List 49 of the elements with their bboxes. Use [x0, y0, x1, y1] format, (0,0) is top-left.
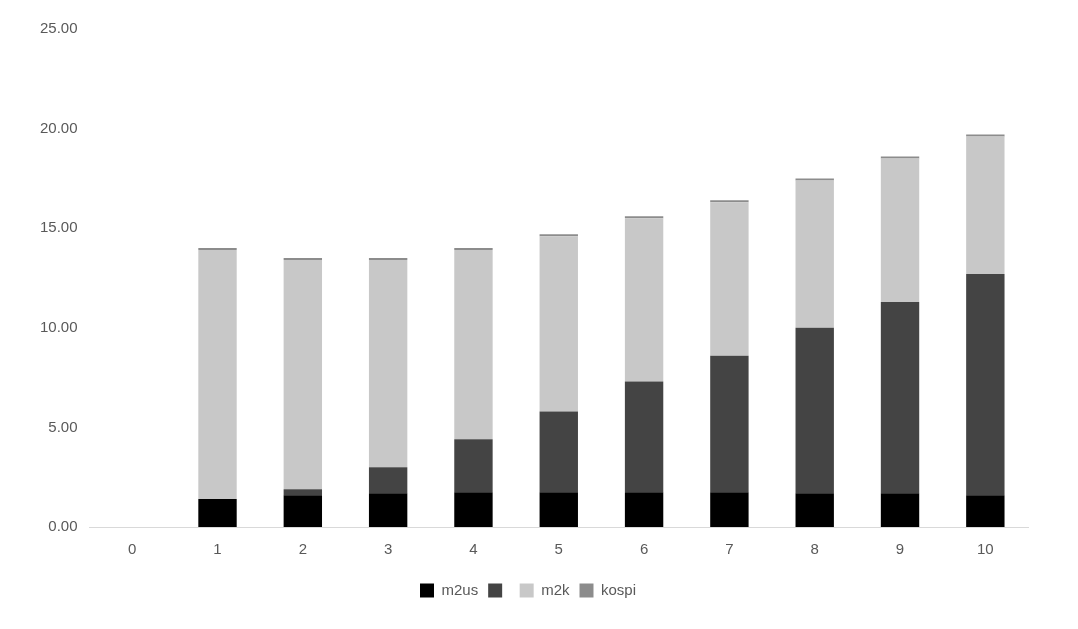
y-tick-label: 10.00	[39, 317, 78, 335]
x-tick-label: 4	[469, 540, 478, 558]
bar	[368, 493, 408, 527]
bar	[539, 492, 578, 527]
bar	[880, 301, 920, 494]
x-tick-label: 3	[383, 540, 393, 558]
bar	[368, 467, 408, 494]
bar	[283, 489, 323, 496]
bar	[454, 492, 493, 527]
y-tick-label: 5.00	[48, 417, 78, 435]
x-tick-label: 8	[810, 540, 819, 558]
bar	[198, 499, 237, 527]
bar	[795, 493, 834, 527]
bar	[539, 411, 578, 493]
bar	[454, 250, 493, 440]
bar	[198, 250, 237, 500]
bar	[880, 493, 920, 527]
legend-label: kospi	[601, 580, 637, 598]
bar	[624, 218, 664, 382]
bar	[283, 495, 323, 527]
x-tick-label: 7	[725, 540, 734, 558]
bar	[880, 158, 920, 302]
x-tick-label: 5	[554, 540, 563, 558]
y-tick-label: 25.00	[39, 19, 78, 37]
y-tick-label: 15.00	[39, 218, 78, 236]
bar	[966, 495, 1005, 527]
bar	[795, 327, 834, 494]
bar	[283, 260, 323, 490]
x-tick-label: 10	[977, 540, 994, 558]
bar	[539, 236, 578, 412]
bar	[966, 274, 1005, 496]
y-tick-label: 20.00	[39, 118, 78, 136]
bar	[710, 492, 749, 527]
x-tick-label: 2	[298, 540, 307, 558]
bar	[795, 180, 834, 328]
x-tick-label: 1	[213, 540, 222, 558]
bar	[624, 381, 664, 493]
bar	[710, 202, 749, 356]
bar	[368, 260, 408, 468]
bar	[710, 355, 749, 493]
legend-label: m2us	[441, 580, 479, 598]
legend-label: m2k	[541, 580, 570, 598]
bar	[454, 439, 493, 493]
bar	[624, 492, 664, 527]
bar	[966, 136, 1005, 275]
x-tick-label: 9	[895, 540, 905, 558]
x-tick-label: 6	[639, 540, 649, 558]
x-tick-label: 0	[128, 540, 137, 558]
y-tick-label: 0.00	[48, 517, 78, 535]
